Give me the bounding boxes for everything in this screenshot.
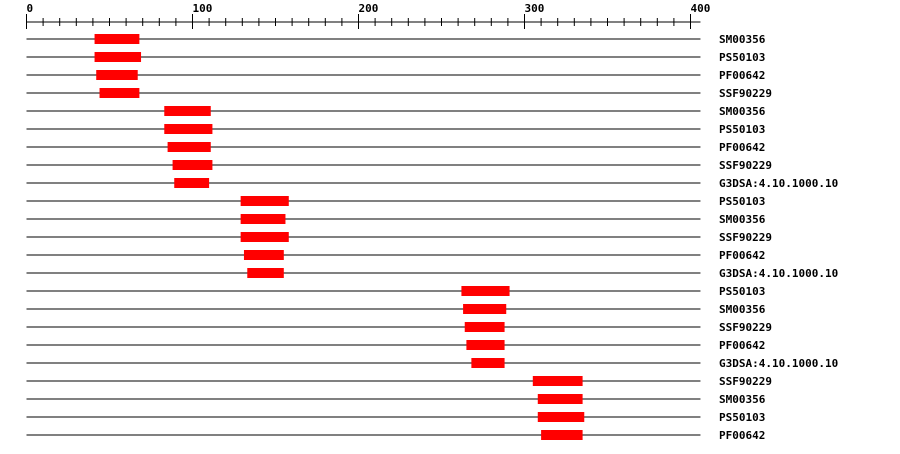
domain-bar: [466, 340, 505, 350]
row-label: G3DSA:4.10.1000.10: [719, 267, 838, 280]
row-label: G3DSA:4.10.1000.10: [719, 177, 838, 190]
row-label: G3DSA:4.10.1000.10: [719, 357, 838, 370]
row-label: SM00356: [719, 393, 766, 406]
domain-bar: [240, 232, 289, 242]
domain-bar: [94, 34, 140, 44]
tick-label: 100: [193, 2, 213, 15]
row-label: PS50103: [719, 123, 765, 136]
domain-bar: [167, 142, 211, 152]
domain-bar: [94, 52, 142, 62]
domain-bar: [541, 430, 583, 440]
row-label: SM00356: [719, 213, 766, 226]
tick-label: 0: [27, 2, 34, 15]
domain-bar: [99, 88, 140, 98]
domain-bar: [172, 160, 213, 170]
domain-bar: [240, 214, 286, 224]
row-label: SM00356: [719, 33, 766, 46]
domain-bar: [164, 124, 213, 134]
row-label: SM00356: [719, 303, 766, 316]
row-label: SSF90229: [719, 159, 772, 172]
row-label: PF00642: [719, 339, 765, 352]
domain-bar: [174, 178, 210, 188]
row-label: PF00642: [719, 249, 765, 262]
tick-label: 400: [691, 2, 711, 15]
row-label: SSF90229: [719, 375, 772, 388]
row-label: SM00356: [719, 105, 766, 118]
tick-label: 200: [359, 2, 379, 15]
domain-bar: [240, 196, 289, 206]
domain-bar: [464, 322, 505, 332]
domain-bar: [96, 70, 138, 80]
domain-bar: [461, 286, 510, 296]
tick-label: 300: [525, 2, 545, 15]
domain-bar: [164, 106, 211, 116]
domain-bar: [247, 268, 284, 278]
domain-bar: [471, 358, 505, 368]
row-label: PF00642: [719, 141, 765, 154]
row-label: PS50103: [719, 411, 765, 424]
domain-bar: [537, 394, 583, 404]
row-label: PS50103: [719, 285, 765, 298]
row-label: SSF90229: [719, 87, 772, 100]
domain-bar: [537, 412, 585, 422]
row-label: PF00642: [719, 429, 765, 442]
domain-bar: [532, 376, 583, 386]
row-label: PS50103: [719, 195, 765, 208]
row-label: SSF90229: [719, 321, 772, 334]
row-label: PS50103: [719, 51, 765, 64]
domain-bar: [243, 250, 284, 260]
row-label: SSF90229: [719, 231, 772, 244]
domain-bar: [463, 304, 507, 314]
row-label: PF00642: [719, 69, 765, 82]
